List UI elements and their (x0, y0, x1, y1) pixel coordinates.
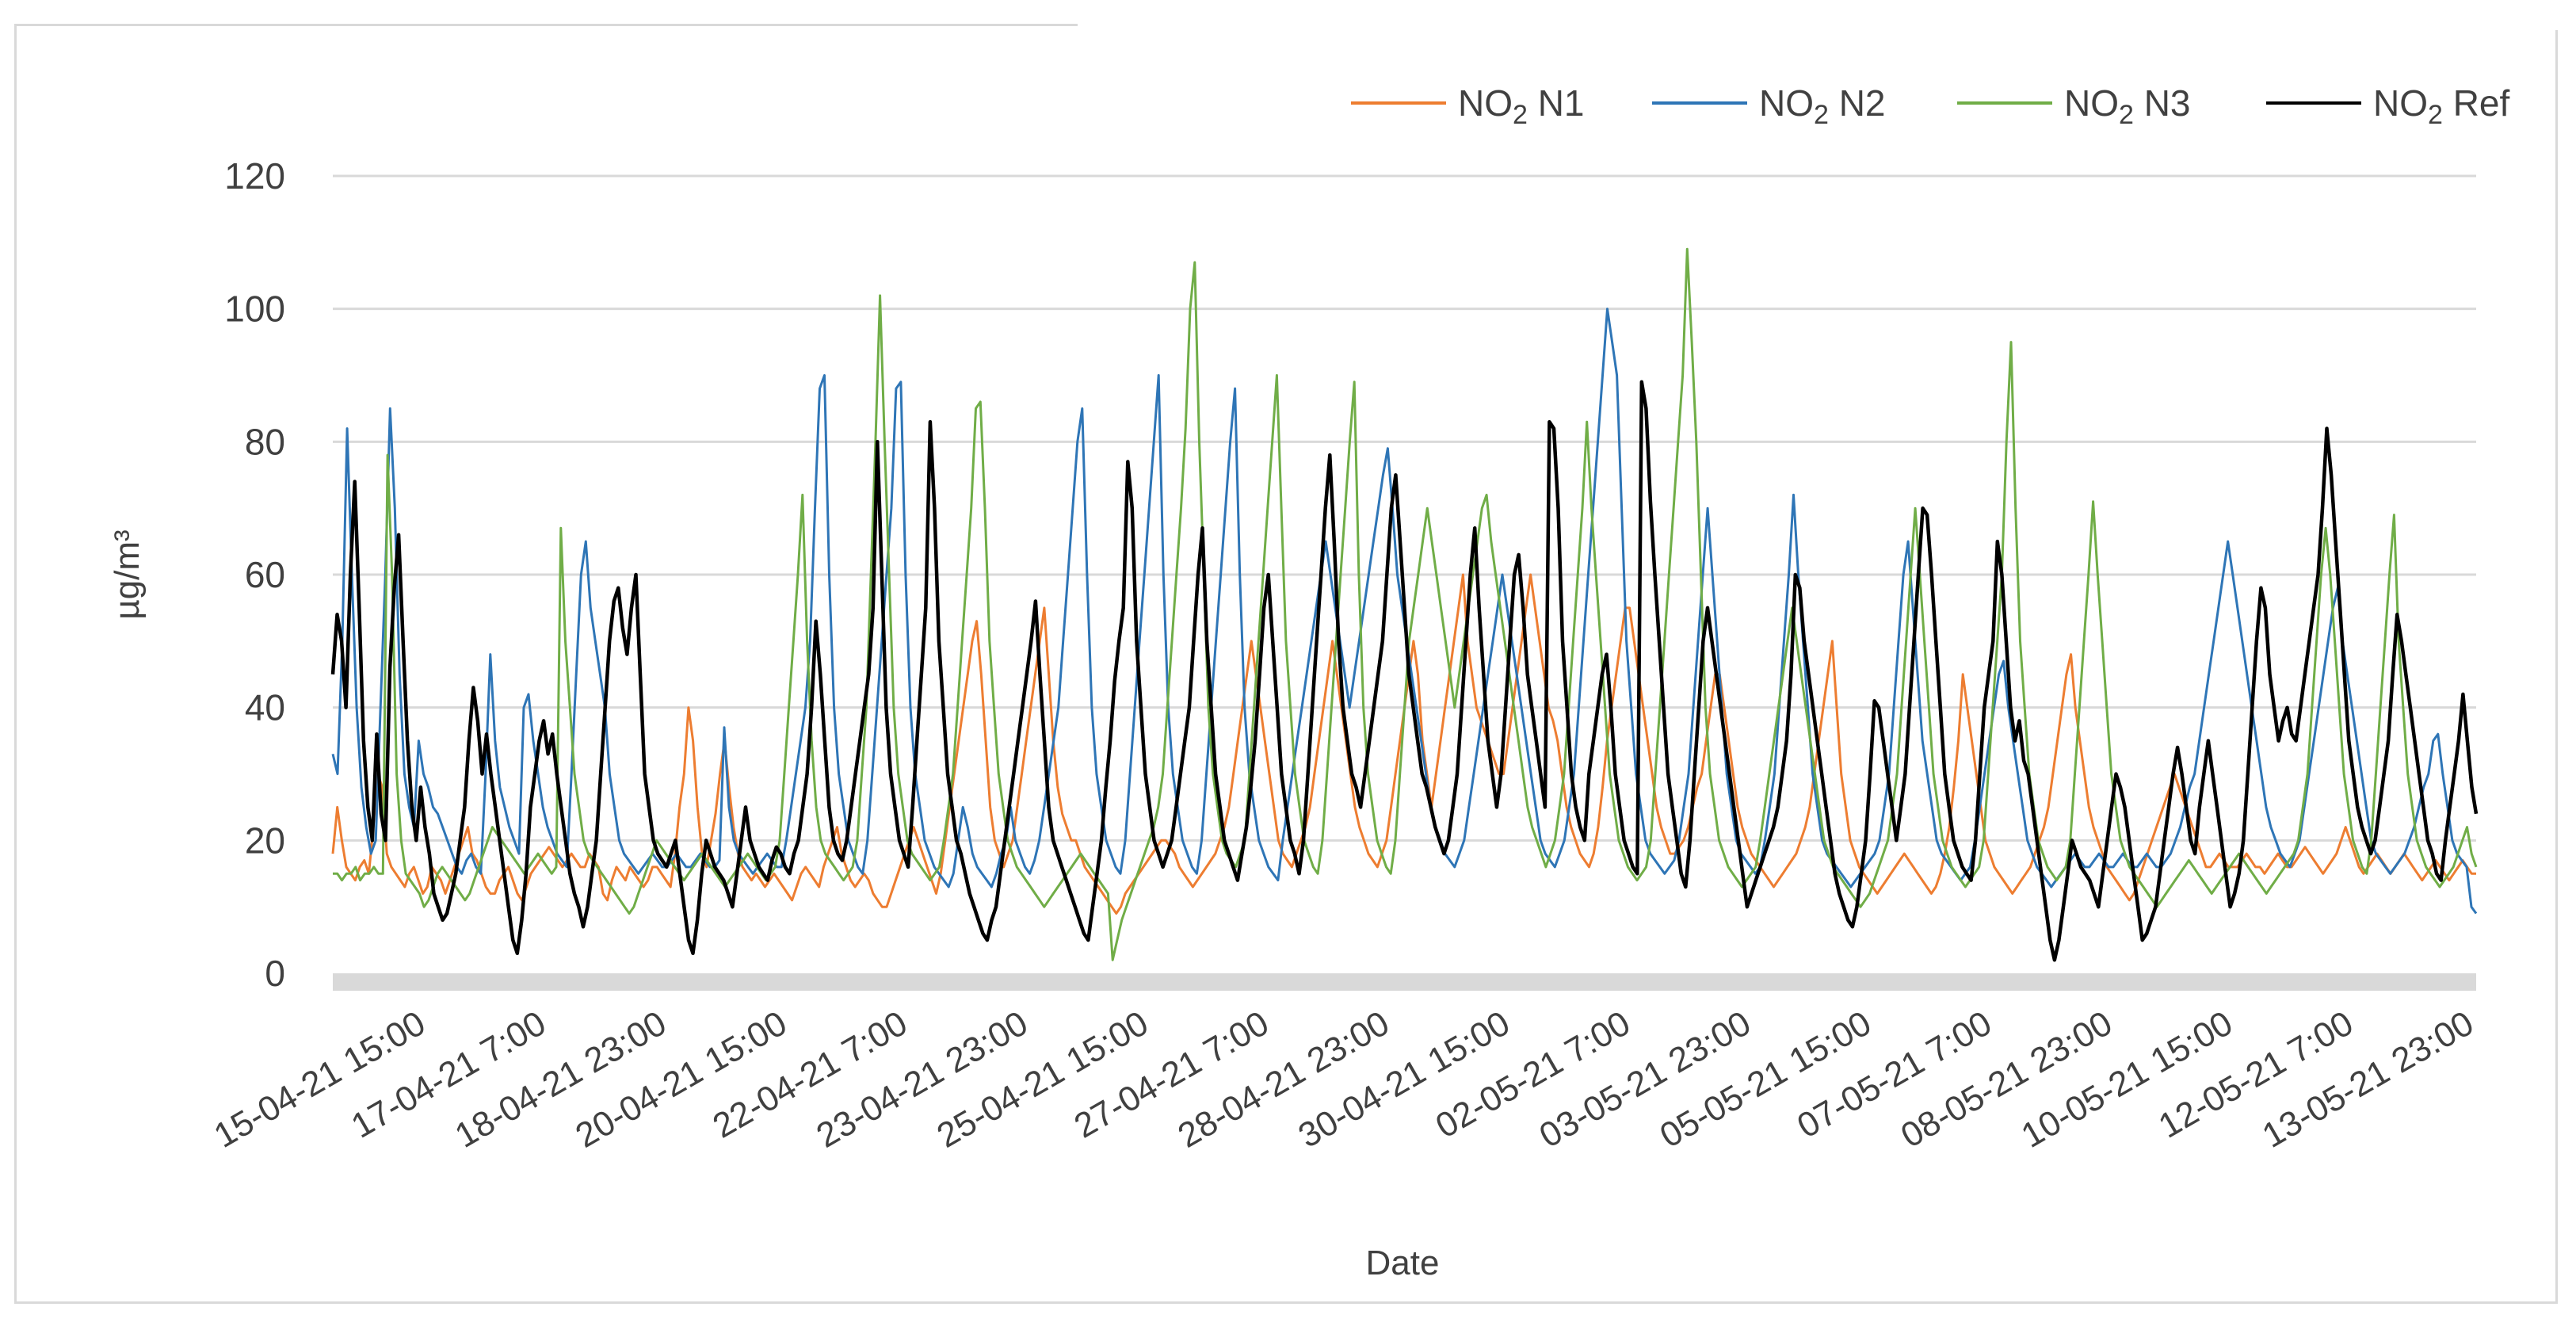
legend-label-3: NO2 Ref (2373, 82, 2510, 130)
legend-label-1: NO2 N2 (1759, 82, 1886, 130)
y-tick-label: 0 (265, 953, 285, 994)
x-tick-label: 03-05-21 23:00 (1533, 1003, 1757, 1156)
x-tick-label: 15-04-21 15:00 (208, 1003, 432, 1156)
legend-label-subscript: 2 (2119, 100, 2134, 130)
legend-label-main: NO (2373, 82, 2428, 124)
y-tick-label: 60 (245, 554, 285, 595)
y-axis: 0 20 40 60 80 100 120 (224, 155, 285, 994)
y-tick-label: 80 (245, 421, 285, 462)
legend-label-0: NO2 N1 (1458, 82, 1585, 130)
y-tick-label: 120 (224, 155, 285, 197)
x-tick-label: 30-04-21 15:00 (1292, 1003, 1517, 1156)
chart-frame (14, 24, 2558, 1304)
legend-label-main: NO (1759, 82, 1814, 124)
legend: NO2 N1 NO2 N2 NO2 N3 NO2 Ref (1351, 82, 2510, 130)
x-tick-label: 25-04-21 15:00 (930, 1003, 1154, 1156)
frame-gap (1078, 19, 2576, 30)
legend-label-rest: Ref (2443, 82, 2510, 124)
legend-label-2: NO2 N3 (2064, 82, 2191, 130)
x-tick-label: 10-05-21 15:00 (2015, 1003, 2239, 1156)
x-axis-title: Date (1366, 1244, 1440, 1282)
series-line-3 (330, 380, 2479, 962)
legend-label-subscript: 2 (1513, 100, 1528, 130)
x-tick-label: 23-04-21 23:00 (810, 1003, 1034, 1156)
x-tick-label: 18-04-21 23:00 (448, 1003, 673, 1156)
legend-label-main: NO (2064, 82, 2119, 124)
legend-label-rest: N1 (1528, 82, 1585, 124)
x-tick-label: 20-04-21 15:00 (569, 1003, 793, 1156)
series-layer (330, 247, 2479, 962)
legend-label-subscript: 2 (2428, 100, 2443, 130)
legend-label-rest: N2 (1829, 82, 1886, 124)
x-tick-label: 13-05-21 23:00 (2256, 1003, 2480, 1156)
x-tick-label: 08-05-21 23:00 (1895, 1003, 2119, 1156)
y-axis-title: µg/m³ (108, 529, 147, 619)
legend-label-rest: N3 (2134, 82, 2191, 124)
y-tick-label: 20 (245, 820, 285, 861)
series-line-2 (333, 247, 2478, 961)
x-tick-label: 28-04-21 23:00 (1171, 1003, 1395, 1156)
gridlines (333, 174, 2476, 842)
legend-label-subscript: 2 (1814, 100, 1829, 130)
x-tick-label: 05-05-21 15:00 (1654, 1003, 1878, 1156)
y-tick-label: 100 (224, 289, 285, 330)
x-axis-band (333, 973, 2476, 991)
y-tick-label: 40 (245, 687, 285, 728)
legend-label-main: NO (1458, 82, 1513, 124)
